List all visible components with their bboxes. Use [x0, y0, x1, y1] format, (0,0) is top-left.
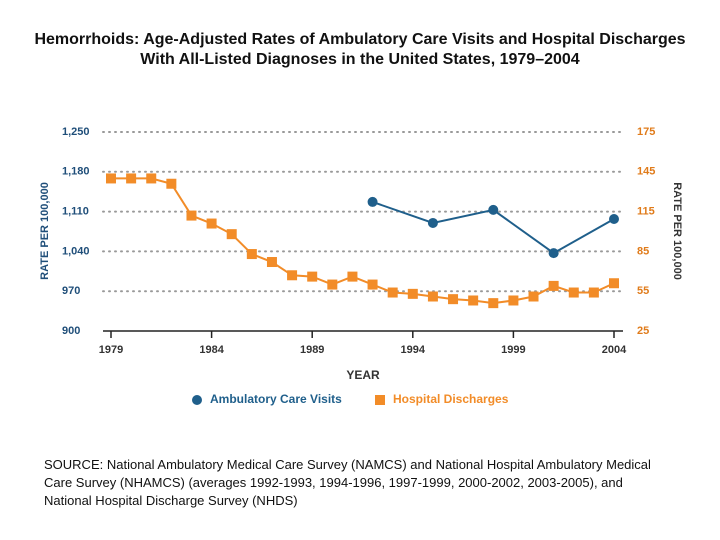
marker — [307, 271, 318, 282]
marker — [407, 288, 418, 299]
y2-tick-label: 55 — [637, 285, 649, 297]
marker — [427, 217, 438, 228]
marker — [448, 294, 459, 305]
y2-tick-label: 145 — [637, 166, 655, 178]
marker — [548, 280, 559, 291]
marker — [266, 257, 277, 268]
y-tick-label: 1,040 — [62, 245, 90, 257]
marker — [106, 173, 116, 184]
x-tick-label: 1979 — [99, 344, 123, 356]
marker — [488, 298, 499, 309]
x-tick-label: 1999 — [501, 344, 525, 356]
legend-marker — [375, 395, 385, 405]
y2-tick-label: 175 — [637, 126, 655, 138]
marker — [528, 291, 539, 302]
x-axis-label: YEAR — [346, 368, 380, 382]
marker — [548, 248, 559, 259]
marker — [508, 295, 519, 306]
marker — [468, 295, 479, 306]
y2-tick-label: 25 — [637, 325, 649, 337]
marker — [609, 213, 619, 224]
legend-label: Ambulatory Care Visits — [210, 392, 342, 406]
marker — [146, 173, 157, 184]
marker — [186, 210, 197, 221]
y2-tick-label: 115 — [637, 206, 655, 218]
marker — [568, 287, 579, 298]
y-tick-label: 970 — [62, 285, 80, 297]
marker — [287, 270, 298, 281]
marker — [588, 287, 599, 298]
y-tick-label: 1,250 — [62, 126, 90, 138]
x-tick-label: 1984 — [199, 344, 224, 356]
y-tick-label: 1,180 — [62, 166, 90, 178]
marker — [609, 278, 619, 289]
legend-marker — [192, 395, 202, 405]
x-tick-label: 1989 — [300, 344, 324, 356]
x-tick-label: 1994 — [401, 344, 426, 356]
marker — [226, 229, 237, 240]
marker — [206, 218, 217, 229]
marker — [126, 173, 137, 184]
legend-label: Hospital Discharges — [393, 392, 509, 406]
y2-tick-label: 85 — [637, 245, 649, 257]
marker — [367, 279, 378, 290]
source-note: SOURCE: National Ambulatory Medical Care… — [44, 457, 651, 508]
marker — [166, 178, 177, 189]
marker — [327, 279, 338, 290]
marker — [488, 204, 499, 215]
y-tick-label: 900 — [62, 325, 80, 337]
marker — [246, 249, 257, 260]
chart-title: Hemorrhoids: Age-Adjusted Rates of Ambul… — [34, 31, 686, 68]
x-tick-label: 2004 — [602, 344, 627, 356]
chart: RATE PER 100,000 RATE PER 100,000 YEAR 9… — [39, 126, 683, 406]
y-axis-label: RATE PER 100,000 — [39, 182, 51, 280]
marker — [387, 287, 398, 298]
series-line — [111, 177, 615, 305]
y2-axis-label: RATE PER 100,000 — [671, 182, 683, 280]
marker — [367, 196, 378, 207]
marker — [347, 271, 358, 282]
marker — [427, 291, 438, 302]
y-tick-label: 1,110 — [62, 206, 89, 218]
